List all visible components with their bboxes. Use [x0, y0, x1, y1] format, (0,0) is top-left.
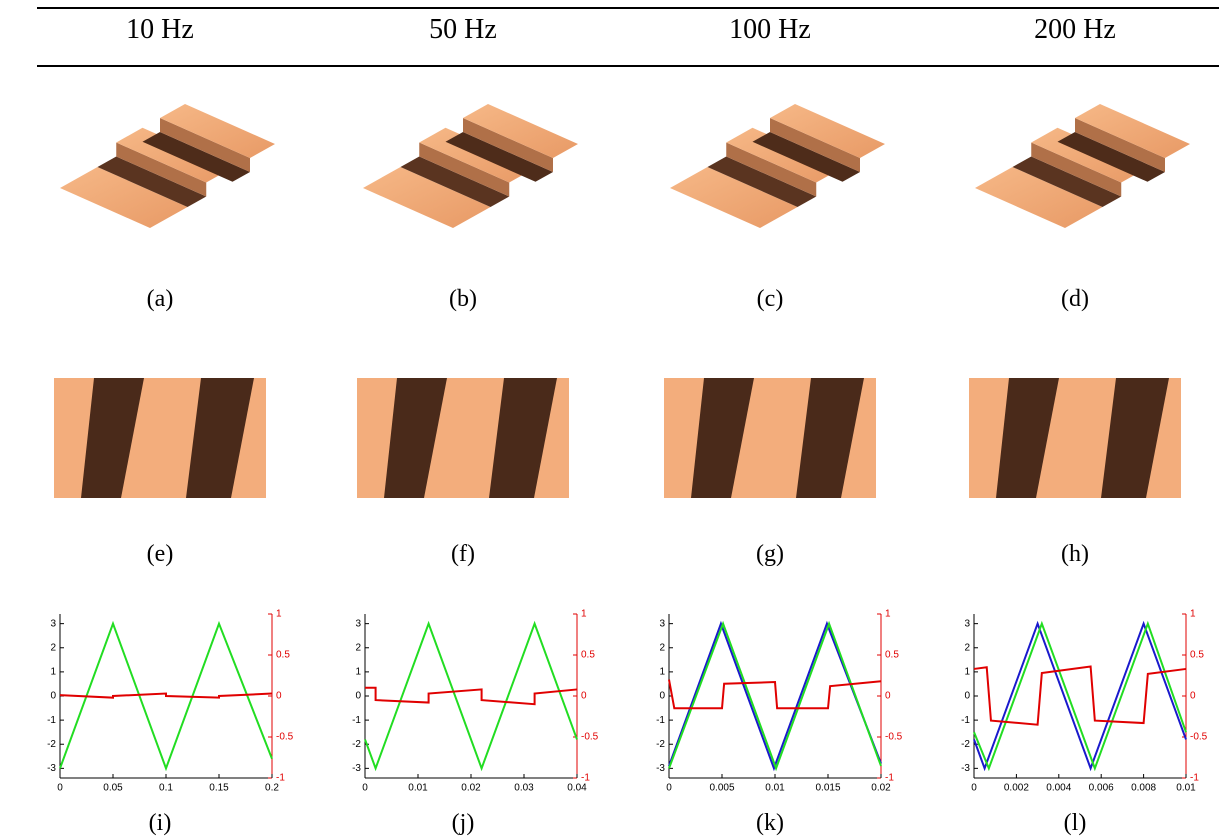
x-tick-label: 0.03	[514, 783, 534, 794]
y-tick-label: -1	[47, 715, 56, 726]
y2-tick-label: 0	[885, 691, 891, 702]
column-header: 200 Hz	[1034, 14, 1116, 45]
y-tick-label: 2	[964, 642, 970, 653]
y2-tick-label: -0.5	[1190, 732, 1208, 743]
y2-tick-label: 0.5	[276, 650, 290, 661]
x-tick-label: 0	[57, 783, 63, 794]
y-tick-label: -1	[656, 715, 665, 726]
y-tick-label: 1	[659, 667, 665, 678]
data-line	[669, 624, 881, 769]
x-tick-label: 0.05	[103, 783, 123, 794]
y-tick-label: 0	[50, 691, 56, 702]
subfigure-caption: (j)	[452, 810, 475, 836]
y-tick-label: -1	[352, 715, 361, 726]
y-tick-label: 2	[355, 642, 361, 653]
y2-tick-label: 0.5	[581, 650, 595, 661]
y-tick-label: 1	[355, 667, 361, 678]
subfigure-caption: (a)	[147, 286, 174, 312]
y-tick-label: 2	[659, 642, 665, 653]
subfigure-caption: (e)	[147, 541, 174, 567]
y2-tick-label: 1	[885, 609, 891, 620]
column-header: 10 Hz	[126, 14, 194, 45]
column-header: 50 Hz	[429, 14, 497, 45]
y-tick-label: -3	[47, 763, 56, 774]
y2-tick-label: -0.5	[581, 732, 599, 743]
subfigure-caption: (k)	[756, 810, 784, 836]
x-tick-label: 0.1	[159, 783, 173, 794]
subfigure-caption: (d)	[1061, 286, 1089, 312]
x-tick-label: 0.2	[265, 783, 279, 794]
y2-tick-label: 0	[1190, 691, 1196, 702]
y2-tick-label: -0.5	[885, 732, 903, 743]
data-line	[974, 624, 1186, 769]
data-line	[974, 666, 1186, 724]
y-tick-label: -3	[352, 763, 361, 774]
data-line	[60, 694, 272, 698]
y-tick-label: 2	[50, 642, 56, 653]
subfigure-caption: (c)	[757, 286, 784, 312]
y-tick-label: -2	[352, 739, 361, 750]
x-tick-label: 0.004	[1046, 783, 1071, 794]
x-tick-label: 0.015	[815, 783, 840, 794]
subfigure-caption: (f)	[451, 541, 475, 567]
x-tick-label: 0	[971, 783, 977, 794]
y-tick-label: 0	[964, 691, 970, 702]
y-tick-label: 1	[964, 667, 970, 678]
y-tick-label: -3	[961, 763, 970, 774]
y2-tick-label: 1	[276, 609, 282, 620]
y-tick-label: 1	[50, 667, 56, 678]
subfigure-caption: (g)	[756, 541, 784, 567]
y-tick-label: 3	[355, 618, 361, 629]
figure: 10 Hz 50 Hz 100 Hz 200 Hz (a) (b) (c) (d) (e) (f)…	[0, 0, 1219, 838]
y2-tick-label: -0.5	[276, 732, 294, 743]
y-tick-label: -2	[47, 739, 56, 750]
x-tick-label: 0.02	[871, 783, 891, 794]
y-tick-label: 3	[50, 618, 56, 629]
subfigure-caption: (l)	[1064, 810, 1087, 836]
x-tick-label: 0.002	[1004, 783, 1029, 794]
y-tick-label: -2	[961, 739, 970, 750]
x-tick-label: 0.006	[1089, 783, 1114, 794]
y-tick-label: 3	[964, 618, 970, 629]
x-tick-label: 0.15	[209, 783, 229, 794]
data-line	[365, 624, 577, 769]
subfigure-caption: (i)	[149, 810, 172, 836]
y2-tick-label: 0	[276, 691, 282, 702]
y-tick-label: -2	[656, 739, 665, 750]
y-tick-label: -3	[656, 763, 665, 774]
y2-tick-label: 1	[581, 609, 587, 620]
x-tick-label: 0.02	[461, 783, 481, 794]
x-tick-label: 0.01	[408, 783, 428, 794]
x-tick-label: 0	[362, 783, 368, 794]
y-tick-label: 3	[659, 618, 665, 629]
x-tick-label: 0.04	[567, 783, 587, 794]
x-tick-label: 0.008	[1131, 783, 1156, 794]
y2-tick-label: 1	[1190, 609, 1196, 620]
y-tick-label: -1	[961, 715, 970, 726]
column-header: 100 Hz	[729, 14, 811, 45]
x-tick-label: 0	[666, 783, 672, 794]
y2-tick-label: 0.5	[1190, 650, 1204, 661]
y2-tick-label: 0	[581, 691, 587, 702]
data-line	[365, 688, 577, 704]
subfigure-caption: (h)	[1061, 541, 1089, 567]
y2-tick-label: 0.5	[885, 650, 899, 661]
y-tick-label: 0	[355, 691, 361, 702]
x-tick-label: 0.005	[709, 783, 734, 794]
y-tick-label: 0	[659, 691, 665, 702]
subfigure-caption: (b)	[449, 286, 477, 312]
data-line	[669, 624, 881, 769]
data-line	[974, 624, 1186, 769]
x-tick-label: 0.01	[765, 783, 785, 794]
x-tick-label: 0.01	[1176, 783, 1196, 794]
